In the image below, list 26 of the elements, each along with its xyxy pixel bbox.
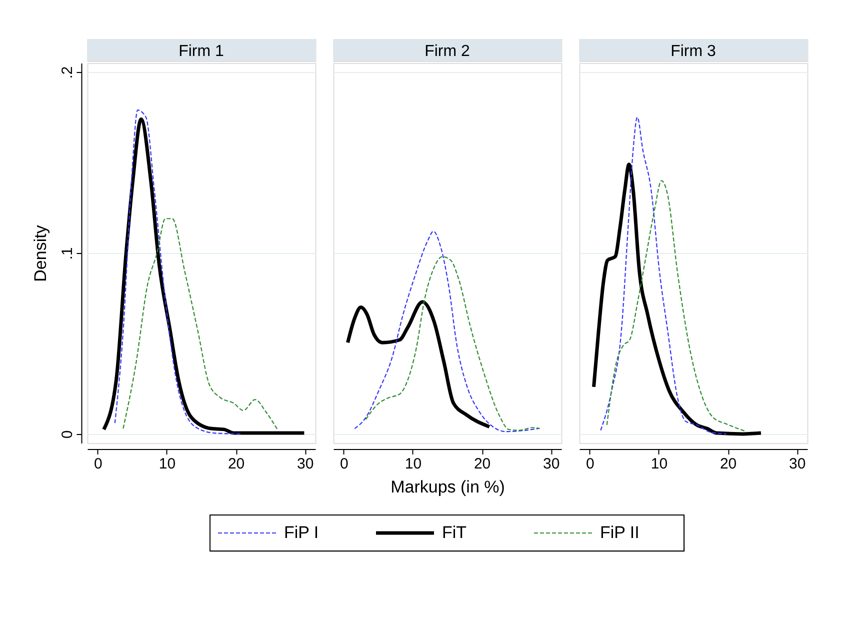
x-tick-label: 0 — [94, 456, 102, 472]
x-tick-label: 20 — [474, 456, 491, 472]
x-tick-label: 0 — [340, 456, 348, 472]
chart-title: Firm 2 — [424, 43, 470, 60]
chart-title: Firm 3 — [670, 43, 716, 60]
x-tick-label: 10 — [158, 456, 176, 472]
y-tick-label: 0 — [58, 430, 76, 439]
x-axis-title: Markups (in %) — [390, 478, 505, 496]
line-series — [102, 117, 306, 435]
x-tick-label: 30 — [789, 456, 806, 472]
y-tick-label: .2 — [58, 66, 76, 79]
legend-label: FiP I — [284, 523, 319, 542]
line-series — [114, 110, 242, 434]
x-tick-label: 10 — [404, 456, 422, 472]
legend-label: FiT — [442, 523, 467, 542]
chart-title: Firm 1 — [178, 43, 224, 60]
x-tick-label: 10 — [650, 456, 668, 472]
legend-label: FiP II — [600, 523, 640, 542]
y-axis-title: Density — [30, 224, 50, 282]
x-tick-label: 20 — [720, 456, 737, 472]
line-series — [122, 218, 278, 431]
y-tick-label: .1 — [58, 247, 76, 260]
x-tick-label: 0 — [586, 456, 594, 472]
x-tick-label: 30 — [297, 456, 314, 472]
x-tick-label: 30 — [543, 456, 560, 472]
x-tick-label: 20 — [228, 456, 245, 472]
